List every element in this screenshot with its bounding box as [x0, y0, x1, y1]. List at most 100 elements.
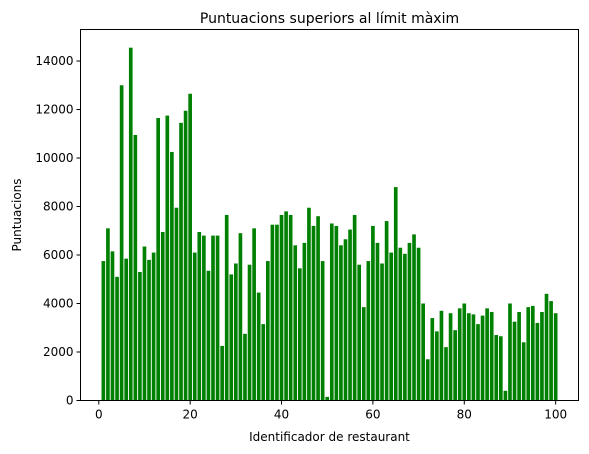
bar-2: [106, 228, 110, 401]
bar-49: [320, 261, 325, 401]
y-axis-label: Puntuacions: [10, 178, 24, 251]
y-tick-label: 14000: [35, 54, 73, 68]
bar-74: [435, 331, 439, 401]
bar-15: [165, 115, 170, 401]
y-tick-label: 6000: [43, 248, 74, 262]
bar-62: [380, 263, 384, 401]
bar-25: [211, 235, 215, 401]
bar-47: [311, 225, 316, 401]
bar-77: [448, 313, 453, 401]
x-tick-label: 40: [274, 408, 289, 422]
bar-48: [316, 216, 320, 401]
bar-66: [398, 247, 403, 401]
bar-68: [407, 242, 412, 401]
plot-frame: [80, 29, 579, 401]
bar-23: [202, 235, 206, 401]
bar-33: [247, 264, 252, 401]
bar-60: [371, 225, 375, 401]
bar-18: [179, 122, 183, 401]
bar-55: [348, 229, 352, 401]
x-axis-label: Identificador de restaurant: [249, 430, 410, 444]
bar-63: [384, 221, 389, 401]
bar-32: [243, 333, 247, 401]
bar-98: [544, 293, 549, 401]
bar-91: [512, 321, 517, 401]
bar-39: [275, 224, 279, 401]
bar-64: [389, 252, 394, 401]
bar-75: [439, 310, 444, 401]
bar-72: [425, 359, 430, 401]
bar-17: [174, 207, 179, 401]
bar-13: [156, 118, 160, 401]
x-tick-label: 80: [457, 408, 472, 422]
bar-61: [375, 242, 380, 401]
y-tick-label: 4000: [43, 297, 74, 311]
bar-34: [252, 228, 256, 401]
bar-100: [553, 313, 558, 401]
bar-67: [403, 253, 407, 401]
bar-30: [234, 263, 238, 401]
bar-16: [170, 151, 174, 401]
bar-38: [270, 224, 275, 401]
bar-99: [549, 301, 553, 401]
bar-1: [101, 261, 106, 401]
bar-11: [147, 259, 151, 401]
bar-7: [128, 47, 133, 401]
bar-19: [183, 110, 188, 401]
bar-71: [421, 303, 425, 401]
bar-83: [476, 324, 480, 401]
bar-96: [535, 322, 540, 401]
bar-76: [444, 347, 448, 401]
bar-57: [357, 264, 362, 401]
bar-45: [302, 242, 307, 401]
bar-84: [480, 315, 485, 401]
bar-36: [261, 324, 266, 401]
bar-24: [206, 270, 211, 401]
bar-90: [508, 303, 512, 401]
bar-73: [430, 318, 435, 401]
bar-51: [329, 223, 334, 401]
bar-20: [188, 93, 192, 401]
bar-10: [142, 246, 147, 401]
bar-31: [238, 233, 243, 401]
bar-22: [197, 231, 202, 401]
bar-43: [293, 245, 298, 401]
bar-65: [393, 187, 398, 401]
x-tick-label: 0: [95, 408, 103, 422]
bar-50: [325, 396, 330, 401]
bar-27: [220, 345, 224, 401]
bar-92: [517, 311, 521, 401]
bar-79: [457, 308, 462, 401]
bar-53: [339, 245, 343, 401]
x-tick-label: 20: [183, 408, 198, 422]
bar-82: [471, 314, 476, 401]
bar-26: [215, 235, 220, 401]
bar-37: [265, 261, 270, 401]
bar-52: [334, 225, 339, 401]
bar-54: [343, 239, 348, 401]
bars-group: [101, 47, 558, 401]
y-tick-label: 12000: [35, 103, 73, 117]
bar-41: [284, 211, 288, 401]
x-tick-label: 100: [544, 408, 567, 422]
y-axis: 0 2000 4000 6000 8000 10000 12000 14000: [35, 54, 81, 408]
bar-81: [467, 313, 471, 401]
bar-44: [297, 268, 302, 401]
bar-58: [361, 307, 366, 401]
bar-28: [224, 215, 229, 401]
bar-70: [416, 247, 421, 401]
bar-59: [366, 261, 371, 401]
bar-89: [503, 390, 508, 401]
bar-80: [462, 303, 467, 401]
y-tick-label: 10000: [35, 151, 73, 165]
bar-21: [192, 252, 197, 401]
bar-69: [412, 234, 416, 401]
y-tick-label: 2000: [43, 345, 74, 359]
bar-87: [494, 335, 499, 401]
bar-40: [279, 215, 284, 401]
bar-86: [489, 311, 494, 401]
bar-46: [307, 207, 311, 401]
bar-94: [526, 307, 531, 401]
bar-35: [256, 292, 261, 401]
